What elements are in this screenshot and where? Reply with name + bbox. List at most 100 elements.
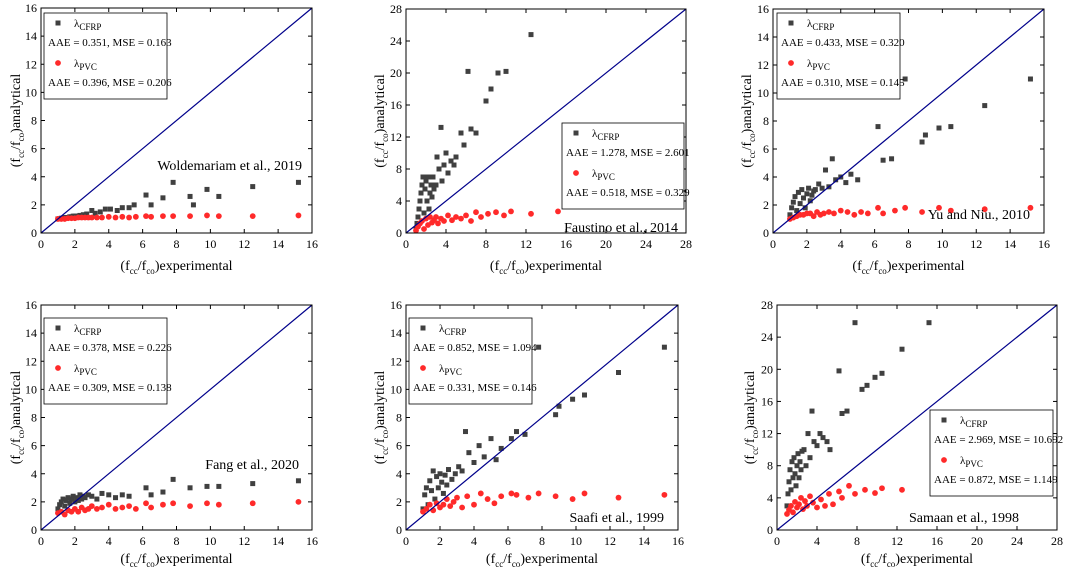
data-point-cfrp [802, 205, 808, 211]
data-point-cfrp [451, 162, 457, 168]
data-point-cfrp [836, 368, 842, 374]
x-axis-label: (fcc/fco)experimental [486, 552, 598, 569]
y-tick-label: 8 [767, 459, 773, 473]
data-point-pvc [862, 486, 868, 493]
y-tick-label: 12 [25, 57, 37, 71]
y-tick-label: 12 [390, 130, 402, 144]
y-tick-label: 14 [757, 30, 769, 44]
data-point-cfrp [433, 182, 439, 188]
data-point-cfrp [788, 487, 794, 493]
data-point-pvc [99, 504, 105, 511]
data-point-cfrp [416, 206, 422, 212]
data-point-cfrp [55, 506, 61, 512]
data-point-cfrp [439, 479, 445, 485]
data-point-cfrp [859, 386, 865, 392]
y-tick-label: 2 [396, 495, 402, 509]
y-tick-label: 4 [31, 467, 37, 481]
data-point-cfrp [556, 403, 562, 409]
x-tick-label: 14 [1004, 237, 1016, 251]
data-point-cfrp [570, 396, 576, 402]
y-tick-label: 0 [31, 523, 37, 537]
data-point-pvc [453, 214, 459, 220]
identity-line [405, 8, 687, 234]
data-point-pvc [831, 210, 837, 217]
data-point-cfrp [948, 124, 954, 130]
data-point-cfrp [419, 182, 425, 188]
data-point-pvc [148, 504, 154, 511]
data-point-pvc [454, 494, 460, 501]
data-point-cfrp [889, 156, 895, 162]
data-point-cfrp [468, 126, 474, 132]
data-point-cfrp [852, 320, 858, 326]
data-point-cfrp [442, 472, 448, 478]
x-tick-label: 10 [204, 534, 216, 548]
x-tick-label: 6 [140, 237, 146, 251]
data-point-pvc [473, 209, 479, 216]
y-tick-label: 14 [25, 326, 37, 340]
y-tick-label: 12 [390, 354, 402, 368]
data-point-cfrp [791, 455, 797, 461]
legend-box [776, 12, 901, 100]
data-point-cfrp [864, 382, 870, 388]
legend-box [43, 317, 168, 405]
y-tick-label: 8 [31, 411, 37, 425]
data-point-cfrp [488, 86, 494, 92]
x-tick-label: 8 [483, 237, 489, 251]
data-point-cfrp [875, 124, 881, 130]
data-point-cfrp [616, 370, 621, 375]
data-point-pvc [864, 210, 871, 217]
data-point-cfrp [423, 485, 429, 491]
data-point-cfrp [423, 178, 429, 184]
data-point-pvc [160, 501, 166, 508]
chart-panel-6: 0 4 8 12 16 20 24 28 0 4 8 12 16 20 24 28 (fcc/fco)exper… [743, 298, 1063, 569]
data-point-pvc [936, 204, 942, 211]
data-point-pvc [441, 218, 447, 224]
legend-label-cfrp: λCFRP [592, 128, 619, 142]
x-tick-label: 12 [604, 534, 616, 548]
data-point-cfrp [471, 460, 477, 465]
legend-label-cfrp: λCFRP [439, 323, 466, 337]
data-point-cfrp [795, 451, 801, 457]
data-point-pvc [661, 491, 668, 498]
y-tick-label: 12 [761, 427, 773, 441]
legend-marker-pvc [55, 365, 61, 371]
data-point-cfrp [250, 481, 256, 487]
x-tick-label: 4 [106, 534, 112, 548]
x-tick-label: 4 [814, 534, 820, 548]
legend-marker-pvc [55, 60, 61, 66]
data-point-pvc [501, 212, 507, 219]
data-point-pvc [491, 500, 498, 507]
data-point-cfrp [417, 198, 423, 204]
data-point-pvc [899, 486, 905, 493]
y-tick-label: 10 [390, 382, 402, 396]
data-point-cfrp [790, 199, 796, 205]
x-tick-label: 4 [838, 237, 844, 251]
data-point-pvc [126, 503, 132, 509]
data-point-cfrp [424, 198, 430, 204]
study-annotation: Saafi et al., 1999 [570, 511, 664, 526]
data-point-pvc [170, 213, 177, 220]
data-point-cfrp [89, 493, 95, 499]
x-tick-label: 4 [471, 534, 477, 548]
data-point-cfrp [461, 142, 467, 148]
legend-stats-pvc: AAE = 0.518, MSE = 0.329 [566, 187, 690, 199]
data-point-cfrp [801, 447, 807, 453]
y-tick-label: 10 [25, 382, 37, 396]
y-tick-label: 0 [396, 523, 402, 537]
y-tick-label: 4 [763, 170, 769, 184]
data-point-cfrp [216, 483, 222, 489]
data-point-cfrp [204, 186, 210, 192]
data-point-cfrp [798, 467, 804, 473]
data-point-pvc [119, 213, 126, 220]
y-tick-label: 4 [767, 491, 773, 505]
data-point-cfrp [807, 198, 813, 204]
y-tick-label: 12 [25, 354, 37, 368]
data-point-pvc [170, 500, 177, 507]
data-point-cfrp [503, 68, 509, 74]
data-point-pvc [581, 490, 588, 497]
data-point-cfrp [435, 485, 441, 491]
y-tick-label: 8 [396, 162, 402, 176]
data-point-cfrp [75, 497, 81, 503]
legend-label-cfrp: λCFRP [807, 18, 834, 32]
data-point-pvc [119, 504, 126, 511]
